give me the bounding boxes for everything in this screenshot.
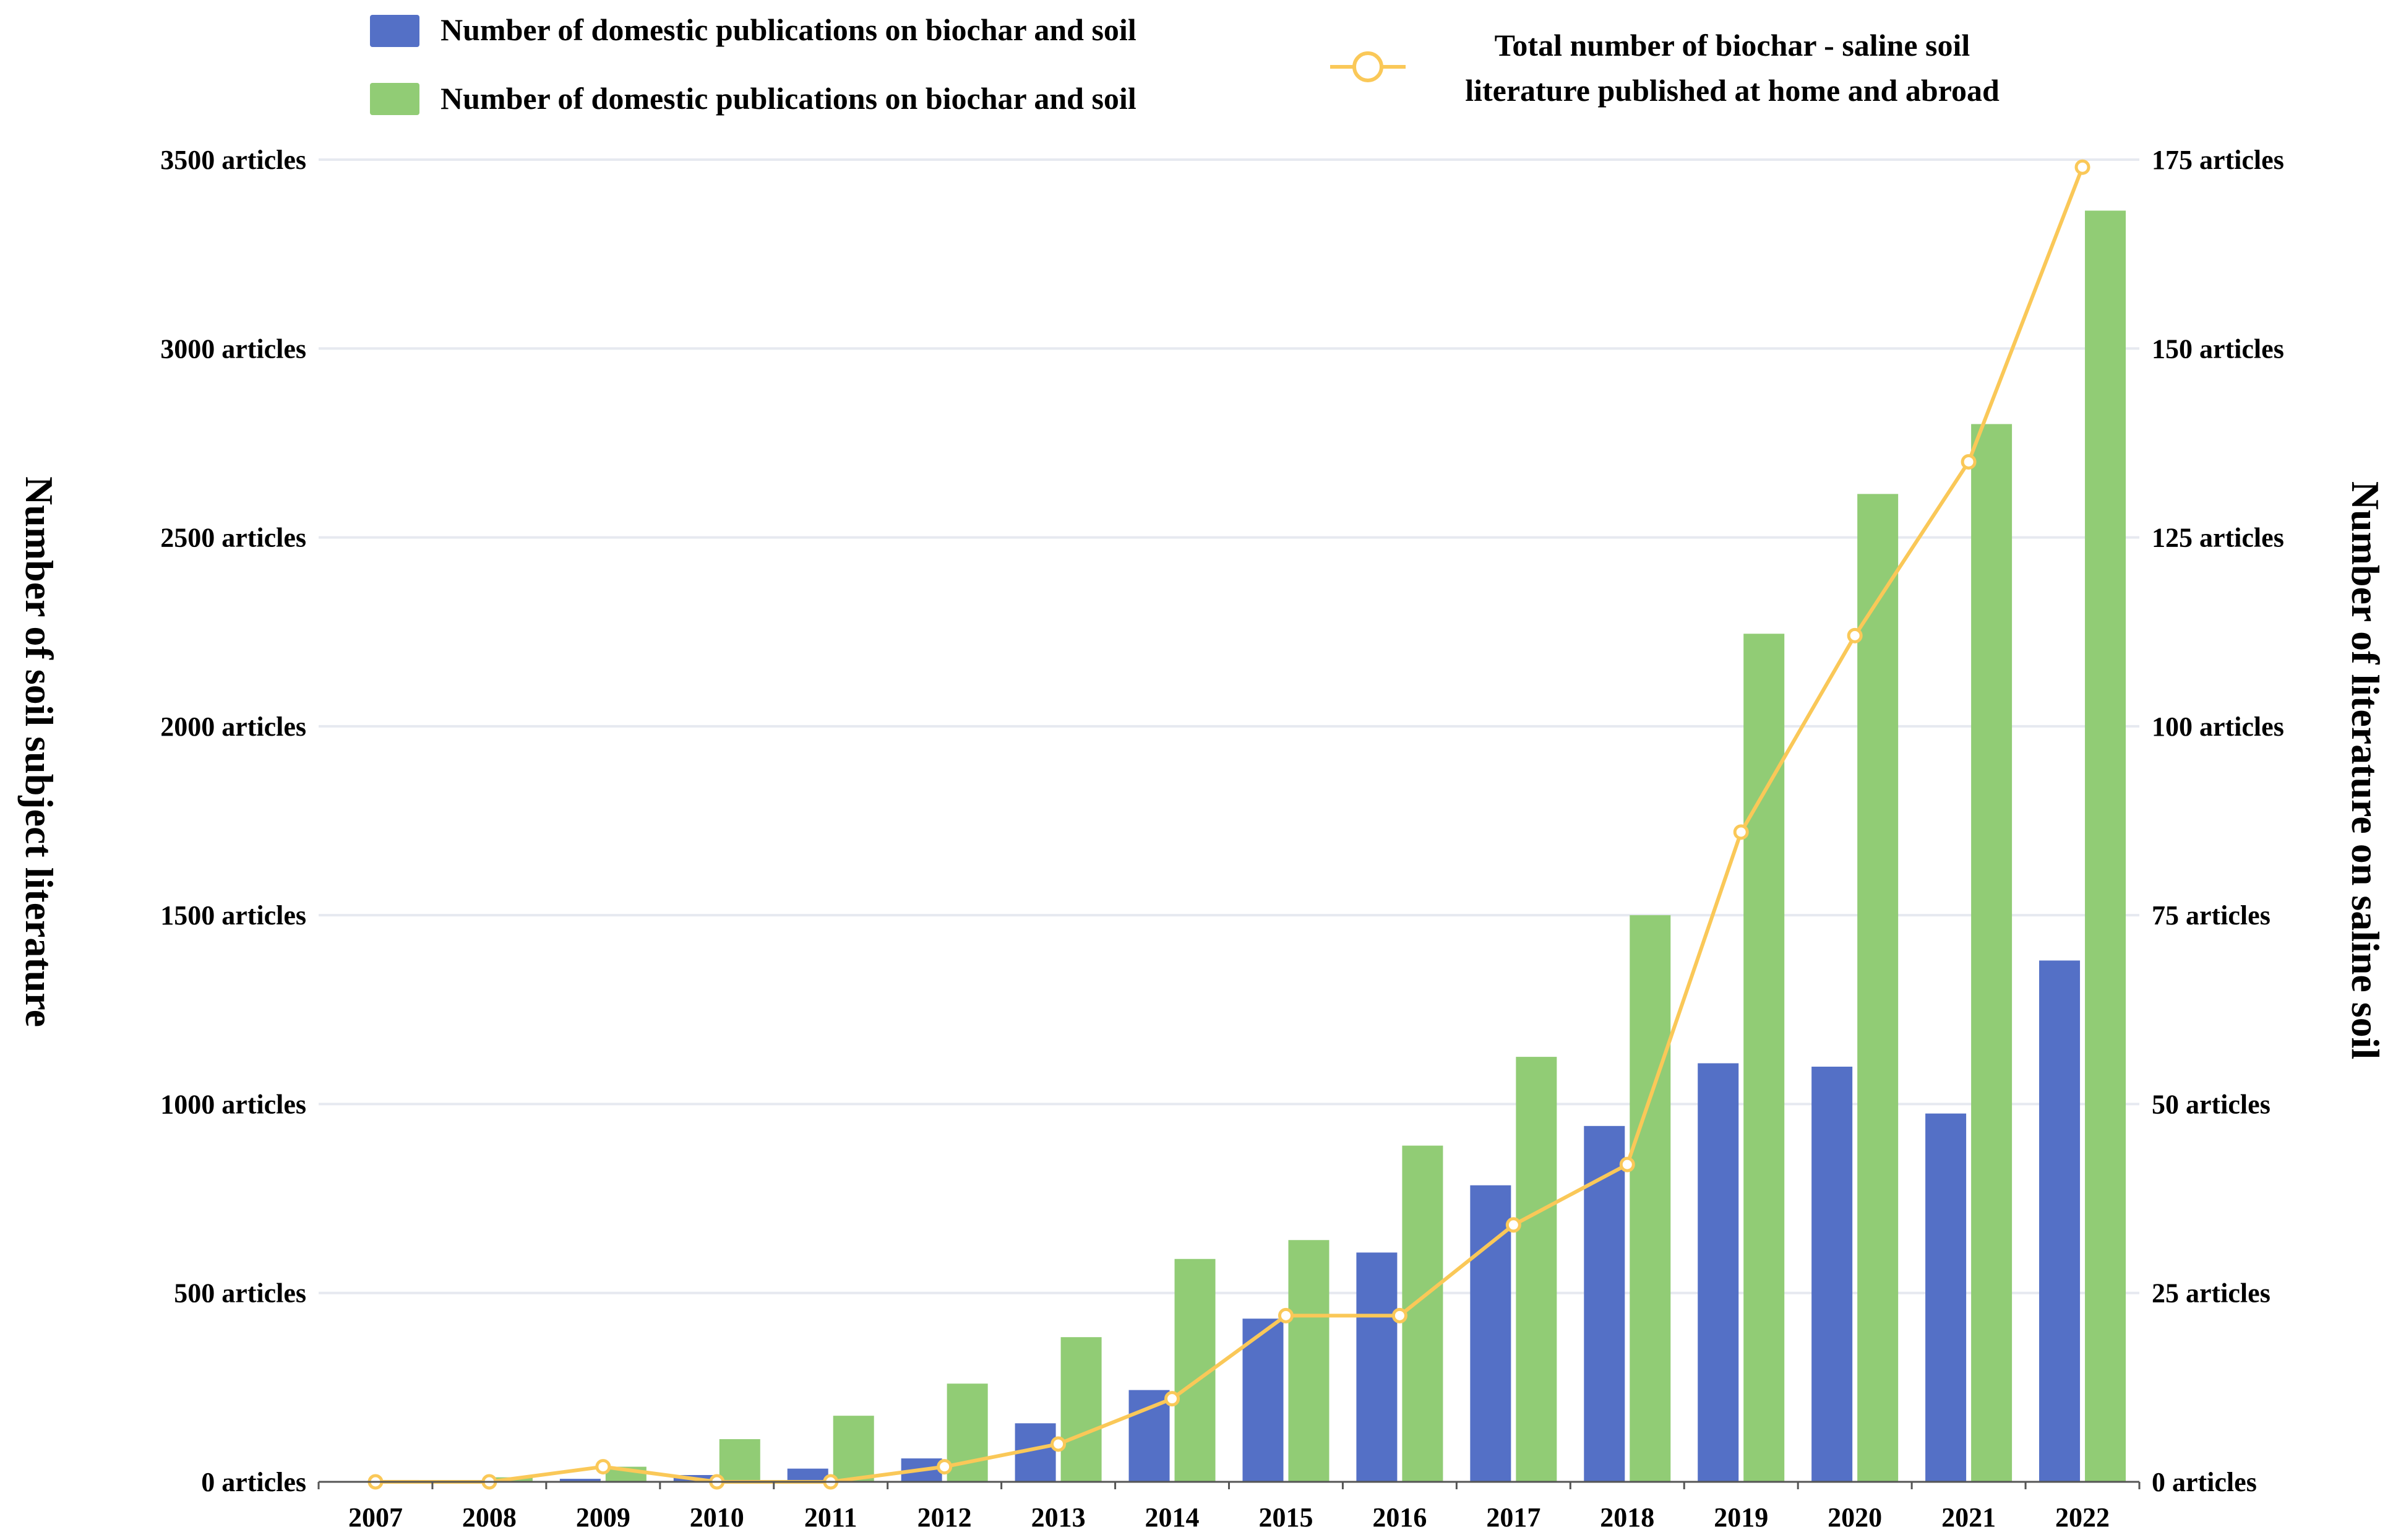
bar-domestic-green — [1288, 1240, 1330, 1482]
right-tick-label: 75 articles — [2152, 900, 2271, 931]
line-point — [1050, 1436, 1067, 1452]
left-axis-title: Number of soil subject literature — [17, 476, 61, 1027]
bar-domestic-green — [833, 1416, 874, 1482]
line-point — [1391, 1307, 1407, 1323]
bar-domestic-blue — [787, 1468, 828, 1482]
legend-swatch-blue-bars — [370, 15, 419, 47]
line-point — [1278, 1307, 1294, 1323]
bar-series — [332, 210, 2126, 1482]
right-tick-label: 50 articles — [2152, 1089, 2271, 1119]
left-tick-label: 3000 articles — [160, 333, 306, 364]
grid — [319, 158, 2139, 1294]
left-tick-label: 500 articles — [174, 1278, 306, 1309]
x-tick-label: 2019 — [1714, 1502, 1768, 1533]
x-tick-label: 2014 — [1145, 1502, 1200, 1533]
right-tick-label: 100 articles — [2152, 712, 2284, 742]
bar-domestic-green — [947, 1383, 988, 1482]
legend: Number of domestic publications on bioch… — [370, 12, 2000, 116]
bar-domestic-blue — [1128, 1390, 1170, 1482]
bar-domestic-blue — [1925, 1113, 1967, 1482]
line-saline-total — [375, 166, 2084, 1484]
bar-domestic-blue — [1811, 1066, 1853, 1482]
x-tick-label: 2020 — [1828, 1502, 1882, 1533]
line-point — [1619, 1156, 1635, 1172]
legend-label-line-1: Total number of biochar - saline soil — [1495, 28, 1970, 62]
bar-domestic-blue — [1584, 1125, 1625, 1482]
bar-domestic-blue — [2039, 960, 2081, 1482]
right-axis-title: Number of literature on saline soil — [2344, 481, 2387, 1059]
bar-domestic-green — [719, 1439, 760, 1482]
legend-label-green-bars: Number of domestic publications on bioch… — [440, 81, 1136, 116]
bar-domestic-blue — [1242, 1318, 1284, 1482]
line-point — [1847, 627, 1863, 643]
bar-domestic-green — [1857, 494, 1899, 1482]
left-tick-label: 0 articles — [201, 1467, 306, 1497]
x-tick-label: 2018 — [1600, 1502, 1654, 1533]
x-tick-label: 2011 — [804, 1502, 857, 1533]
right-tick-label: 175 articles — [2152, 145, 2284, 175]
line-point — [595, 1459, 611, 1475]
x-tick-label: 2007 — [348, 1502, 403, 1533]
bar-domestic-blue — [559, 1479, 601, 1482]
line-series — [367, 159, 2090, 1490]
x-tick-label: 2013 — [1031, 1502, 1086, 1533]
legend-label-line-2: literature published at home and abroad — [1465, 73, 2000, 108]
line-point — [1961, 454, 1977, 470]
x-tick-label: 2012 — [917, 1502, 972, 1533]
left-tick-label: 2000 articles — [160, 712, 306, 742]
right-tick-label: 125 articles — [2152, 523, 2284, 553]
left-axis: 0 articles 500 articles 1000 articles 1500 … — [160, 145, 306, 1497]
left-tick-label: 2500 articles — [160, 523, 306, 553]
left-tick-label: 3500 articles — [160, 145, 306, 175]
line-point — [1164, 1391, 1180, 1407]
legend-label-blue-bars: Number of domestic publications on bioch… — [440, 12, 1136, 47]
legend-swatch-green-bars — [370, 83, 419, 115]
bar-domestic-blue — [1698, 1063, 1739, 1482]
x-axis: 2007 2008 2009 2010 2011 2012 2013 2014 2015 2016… — [317, 1481, 2141, 1533]
bar-domestic-green — [2085, 210, 2126, 1482]
x-tick-label: 2015 — [1258, 1502, 1313, 1533]
bar-domestic-green — [1743, 634, 1785, 1482]
right-axis: 0 articles 25 articles 50 articles 75 artic… — [2152, 145, 2284, 1497]
bar-domestic-green — [1060, 1337, 1102, 1482]
right-tick-label: 150 articles — [2152, 333, 2284, 364]
left-tick-label: 1000 articles — [160, 1089, 306, 1119]
x-tick-label: 2009 — [576, 1502, 630, 1533]
right-tick-label: 0 articles — [2152, 1467, 2257, 1497]
left-tick-label: 1500 articles — [160, 900, 306, 931]
x-tick-label: 2008 — [462, 1502, 517, 1533]
line-point — [1733, 824, 1749, 840]
x-tick-label: 2017 — [1486, 1502, 1540, 1533]
right-tick-label: 25 articles — [2152, 1278, 2271, 1309]
x-tick-label: 2010 — [690, 1502, 744, 1533]
x-tick-label: 2022 — [2055, 1502, 2110, 1533]
bar-domestic-green — [1402, 1145, 1443, 1482]
bar-domestic-blue — [1356, 1252, 1398, 1482]
line-point — [2074, 159, 2090, 175]
line-point — [1505, 1217, 1521, 1233]
bar-domestic-green — [1630, 915, 1671, 1482]
bar-domestic-green — [1971, 424, 2013, 1482]
x-tick-label: 2021 — [1941, 1502, 1996, 1533]
x-tick-label: 2016 — [1372, 1502, 1427, 1533]
bar-domestic-green — [1516, 1057, 1557, 1482]
line-point — [937, 1459, 953, 1475]
legend-circle-marker — [1352, 51, 1383, 82]
